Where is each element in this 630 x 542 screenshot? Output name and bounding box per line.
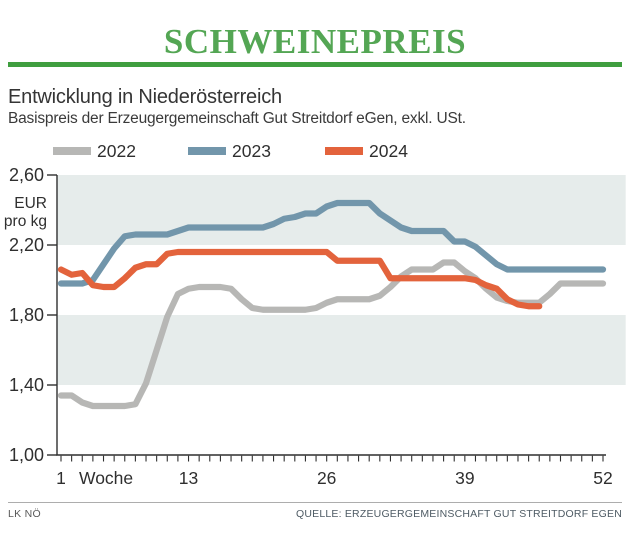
- legend-label: 2022: [97, 140, 136, 161]
- legend-label: 2024: [369, 140, 408, 161]
- legend-label: 2023: [232, 140, 271, 161]
- chart-heading: Entwicklung in Niederösterreich: [8, 86, 282, 108]
- footer-source-right: QUELLE: ERZEUGERGEMEINSCHAFT GUT STREITD…: [295, 508, 622, 520]
- series-line-2024: [57, 248, 543, 310]
- legend-item-2023: 2023: [188, 141, 271, 161]
- x-axis-label: Woche: [79, 468, 133, 488]
- x-tick-label: 26: [317, 468, 336, 488]
- x-tick-label: 39: [455, 468, 474, 488]
- legend-swatch-2022: [53, 147, 91, 155]
- chart-subtitle: Basispreis der Erzeugergemeinschaft Gut …: [8, 110, 466, 127]
- y-axis-unit-label: pro kg: [4, 213, 47, 230]
- x-tick-label: 13: [179, 468, 198, 488]
- page-title: SCHWEINEPREIS: [163, 22, 467, 61]
- y-tick-label: 1,00: [9, 445, 44, 465]
- legend-item-2024: 2024: [325, 141, 408, 161]
- y-tick-label: 2,20: [9, 235, 44, 255]
- title-underline: [8, 62, 622, 67]
- y-tick-label: 1,40: [9, 375, 44, 395]
- x-tick-label: 1: [56, 468, 66, 488]
- footer-source-left: LK NÖ: [8, 508, 42, 520]
- x-tick-label: 52: [593, 468, 612, 488]
- footer-divider: [8, 502, 622, 503]
- series-line-2023: [57, 199, 607, 287]
- legend-swatch-2024: [325, 147, 363, 155]
- plot-band-1: [57, 315, 626, 385]
- y-tick-label: 1,80: [9, 305, 44, 325]
- legend-swatch-2023: [188, 147, 226, 155]
- y-axis-unit-label: EUR: [14, 195, 47, 212]
- y-tick-label: 2,60: [9, 165, 44, 185]
- legend-item-2022: 2022: [53, 141, 136, 161]
